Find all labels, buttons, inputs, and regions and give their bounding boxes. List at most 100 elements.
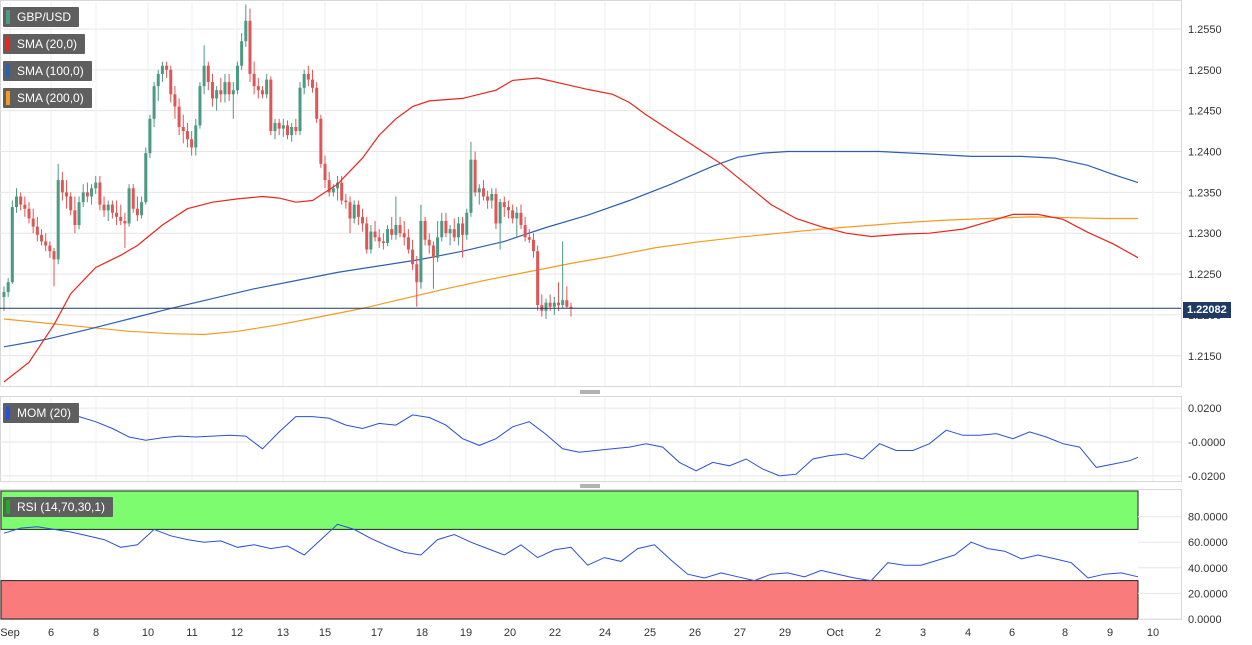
candle [565,286,569,309]
candle [2,286,6,311]
momentum-axis-label: 0.0200 [1188,403,1222,415]
candle [98,176,102,211]
candle [152,82,156,128]
candle [556,282,560,311]
candle [448,225,452,246]
candle [315,82,319,123]
last-price-tag: 1.22082 [1183,302,1231,318]
momentum-axis-label: -0.0200 [1188,471,1225,483]
candle [119,204,123,226]
candle [311,69,315,93]
x-axis-label: 8 [1062,627,1068,639]
candle [344,194,348,209]
rsi-axis-label: 80.0000 [1188,512,1228,524]
price-axis-label: 1.2300 [1188,228,1222,240]
candle [444,212,448,238]
panel-splitter-bottom[interactable] [580,484,600,488]
panel-splitter-top[interactable] [580,390,600,394]
x-axis-label: 29 [779,627,791,639]
mom-color-swatch [6,406,10,420]
pair-color-swatch [6,10,10,24]
candle [144,147,148,205]
candle [148,114,152,159]
candle [127,184,131,227]
rsi-oversold-zone [0,580,1139,620]
candle [48,241,52,258]
candle [511,204,515,224]
candle [60,171,64,201]
candle [194,118,198,156]
candle [544,298,548,320]
candle [210,73,214,107]
candle [15,188,19,213]
momentum-panel-frame [0,396,1182,482]
candle [231,82,235,119]
sma20-badge[interactable]: SMA (20,0) [3,34,86,54]
candle [406,229,410,254]
candle [469,141,473,217]
x-axis-label: 4 [965,627,971,639]
rsi-line [3,523,1139,582]
candle [173,86,177,119]
candle [531,233,535,258]
candle [56,163,60,265]
candle [306,65,310,87]
candle [502,196,506,217]
candle [260,86,264,99]
candle [85,182,89,203]
candle [527,229,531,244]
candles-layer [2,4,573,320]
x-axis-label: 9 [1107,627,1113,639]
candle [298,82,302,136]
mom-badge[interactable]: MOM (20) [3,403,79,423]
price-axis-label: 1.2250 [1188,269,1222,281]
candle [348,196,352,234]
candle [415,256,419,307]
x-axis-label: 10 [1147,627,1159,639]
price-panel-frame [0,0,1182,387]
candle [227,73,231,101]
candle [394,196,398,240]
rsi-badge-label: RSI (14,70,30,1) [17,500,106,514]
candle [436,220,440,262]
sma200-badge-label: SMA (200,0) [17,91,84,105]
candle [461,216,465,258]
candle [569,302,573,317]
candle [156,69,160,101]
candle [181,114,185,144]
candle [536,245,540,311]
candle [123,212,127,248]
x-axis-label: 22 [549,627,561,639]
candle [356,200,360,226]
momentum-grid [0,407,1181,477]
price-axis-label: 1.2550 [1188,24,1222,36]
sma200-badge[interactable]: SMA (200,0) [3,88,92,108]
candle [411,239,415,270]
rsi-layer [3,523,1139,582]
candle [190,131,194,156]
candle [402,220,406,246]
price-grid [0,28,1181,357]
candle [69,192,73,216]
candle [523,216,527,242]
rsi-overbought-zone [0,490,1139,530]
candle [506,200,510,219]
rsi-axis-label: 40.0000 [1188,563,1228,575]
x-axis-label: Sep [0,627,20,639]
x-axis-label: 24 [599,627,611,639]
candle [219,77,223,103]
candle [202,45,206,95]
candle [19,192,23,211]
price-axis-label: 1.2150 [1188,351,1222,363]
sma100-line [3,150,1139,348]
rsi-badge[interactable]: RSI (14,70,30,1) [3,497,114,517]
candle [235,61,239,95]
x-axis-label: 18 [416,627,428,639]
candle [486,190,490,209]
candle [248,8,252,83]
candle [256,77,260,99]
candle [481,180,485,201]
sma100-badge[interactable]: SMA (100,0) [3,61,92,81]
pair-badge[interactable]: GBP/USD [3,7,80,27]
x-axis-label: 11 [186,627,197,639]
